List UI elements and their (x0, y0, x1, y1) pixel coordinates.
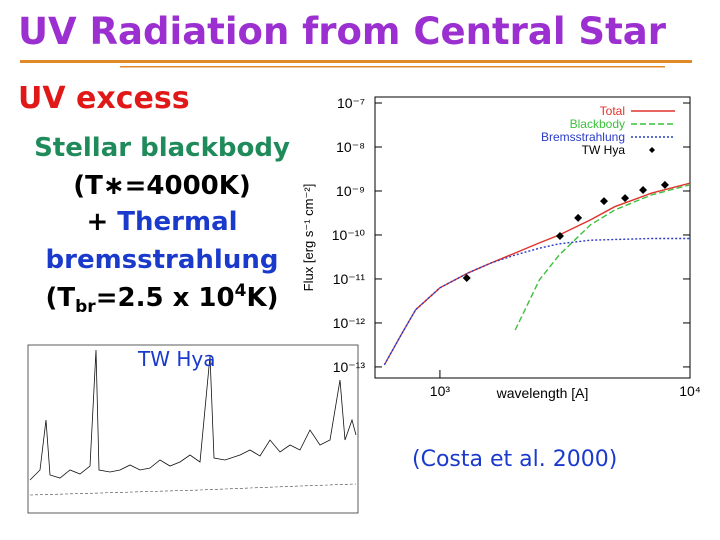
description: Stellar blackbody (T∗=4000K) + Thermal b… (34, 133, 290, 317)
description-line: (Tbr=2.5 x 104K) (46, 281, 279, 317)
y-tick-label: 10⁻¹⁰ (332, 227, 366, 243)
inset-spectrum (29, 349, 357, 481)
legend-label: Bremsstrahlung (541, 130, 625, 144)
legend-label: TW Hya (582, 143, 626, 157)
legend-marker (649, 147, 655, 153)
plot-frame (374, 96, 691, 379)
slide-title: UV Radiation from Central Star (18, 10, 667, 53)
x-axis-label: wavelength [A] (496, 385, 589, 401)
y-tick-label: 10⁻⁸ (336, 139, 365, 155)
word: Thermal (117, 207, 237, 237)
y-tick-label: 10⁻¹² (333, 315, 366, 331)
y-axis-label: Flux [erg s⁻¹ cm⁻²] (301, 184, 316, 292)
data-point (462, 274, 471, 283)
y-tick-label: 10⁻⁷ (337, 95, 365, 111)
y-tick-label: 10⁻¹³ (333, 359, 366, 375)
data-point (599, 197, 608, 206)
x-tick-label: 10³ (430, 383, 451, 399)
spectrum-inset: TW Hya (27, 344, 359, 514)
superscript: 4 (235, 281, 247, 301)
series-line (383, 182, 690, 366)
title-rule (20, 60, 692, 63)
description-line: (T∗=4000K) (73, 171, 251, 201)
text-part: K) (246, 283, 278, 313)
y-tick-label: 10⁻⁹ (336, 183, 365, 199)
data-point (639, 186, 648, 195)
description-line: Stellar blackbody (34, 133, 290, 163)
series-line (514, 184, 690, 331)
series-line (383, 237, 690, 366)
subscript: br (75, 297, 96, 317)
inset-label: TW Hya (137, 347, 215, 371)
y-tick-label: 10⁻¹¹ (333, 271, 366, 287)
data-point (660, 180, 669, 189)
description-line: bremsstrahlung (46, 245, 279, 275)
legend-label: Total (600, 104, 625, 118)
title-rule-thin (120, 66, 665, 68)
text-part: =2.5 x 10 (96, 283, 235, 313)
data-point (574, 213, 583, 222)
description-line: + Thermal (86, 207, 237, 237)
heading: UV excess (18, 81, 190, 116)
data-point (555, 231, 564, 240)
flux-chart: 10⁻⁷ 10⁻⁸ 10⁻⁹ 10⁻¹⁰ 10⁻¹¹ 10⁻¹² 10⁻¹³ 10³ 10⁴ wa… (301, 95, 701, 401)
x-tick-label: 10⁴ (679, 383, 701, 399)
plus: + (86, 207, 108, 237)
inset-model (29, 483, 357, 496)
legend-label: Blackbody (570, 117, 625, 131)
data-point (621, 194, 630, 203)
inset-frame (27, 344, 359, 514)
text-part: (T (46, 283, 76, 313)
citation: (Costa et al. 2000) (412, 447, 617, 472)
